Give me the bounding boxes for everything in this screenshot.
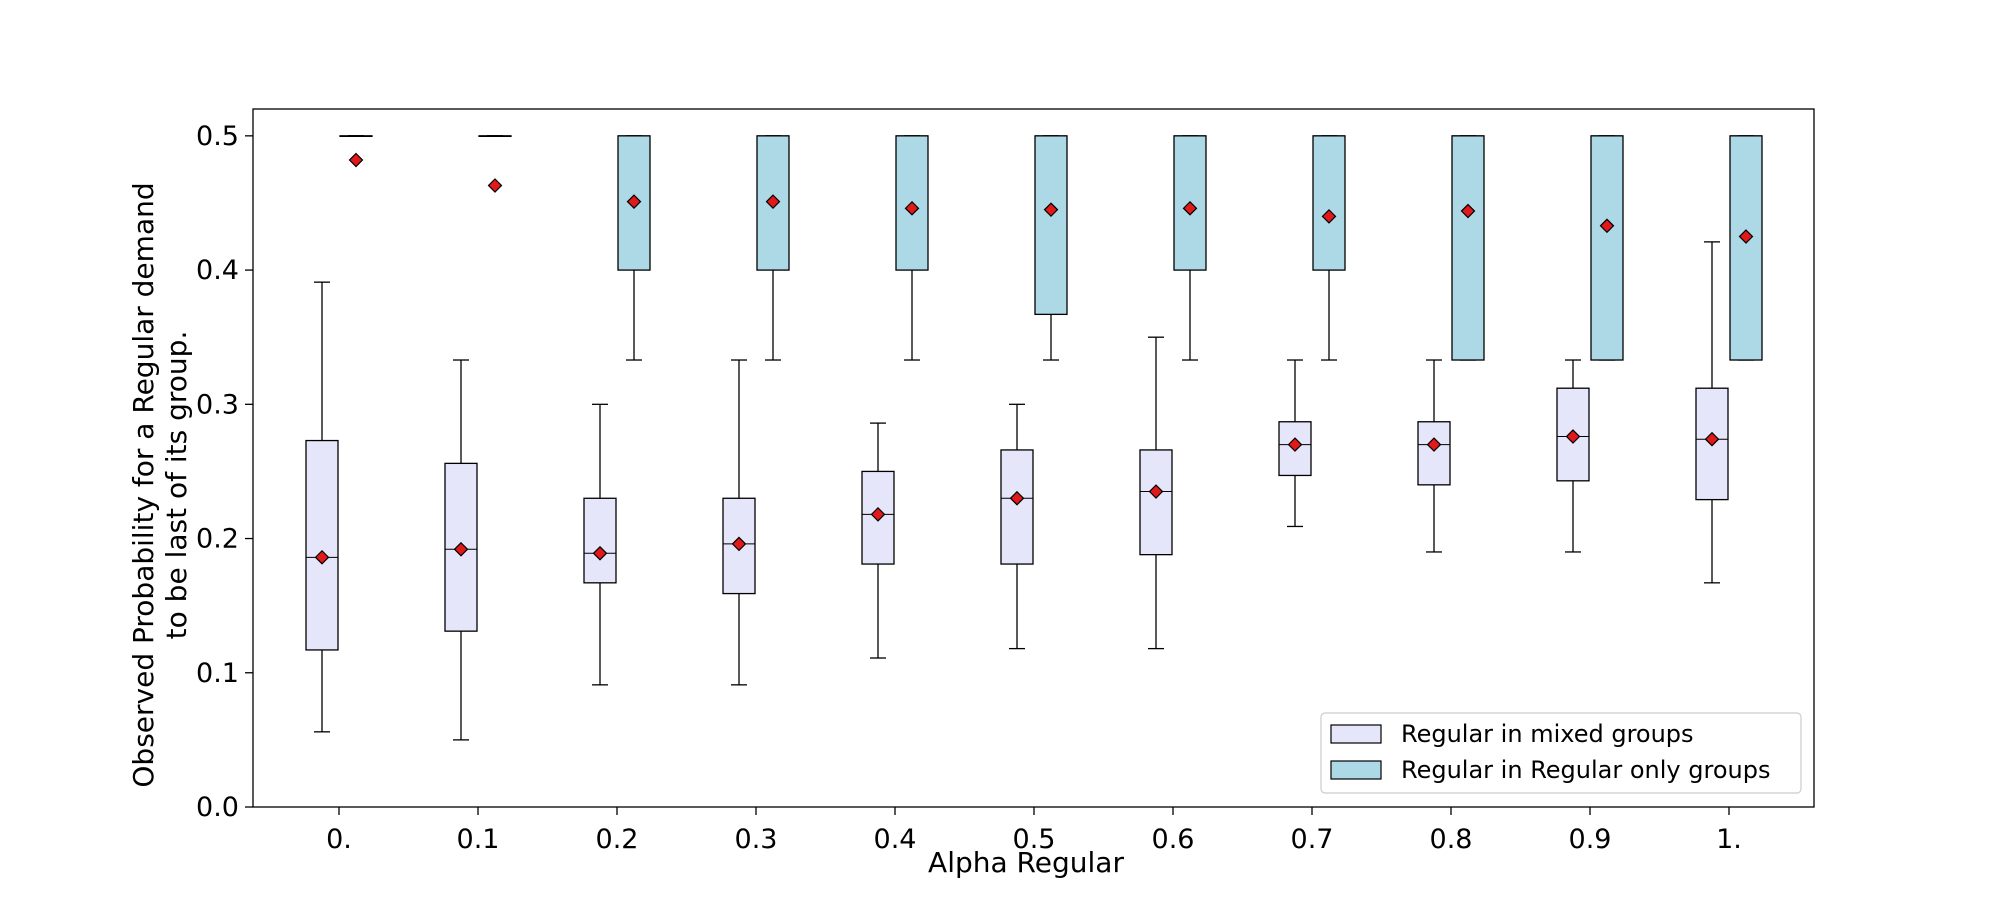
box: [1312, 135, 1346, 271]
x-tick-label: 0.9: [1569, 824, 1612, 855]
box-group-regular-only-6: [1173, 135, 1207, 361]
x-tick-label: 0.8: [1430, 824, 1473, 855]
box-group-regular-only-7: [1312, 135, 1346, 361]
box-group-regular-only-1: [478, 135, 512, 193]
box-group-mixed-3: [722, 359, 756, 686]
mean-marker: [1043, 202, 1059, 218]
y-tick-label: 0.2: [196, 524, 239, 555]
mean-marker: [1182, 200, 1198, 216]
box: [1000, 449, 1034, 565]
box: [305, 439, 339, 651]
box-group-mixed-8: [1417, 359, 1451, 553]
box: [583, 497, 617, 584]
legend: Regular in mixed groups Regular in Regul…: [1320, 712, 1802, 794]
mean-marker: [1738, 229, 1754, 244]
box-group-regular-only-8: [1451, 135, 1485, 361]
legend-swatch-regular-only: [1330, 760, 1382, 780]
y-axis-label-line-1: Observed Probability for a Regular deman…: [127, 182, 160, 787]
mean-marker: [1426, 437, 1442, 452]
x-tick-label: 0.1: [457, 824, 500, 855]
legend-label-regular-only: Regular in Regular only groups: [1401, 756, 1770, 784]
box: [1139, 449, 1173, 556]
x-tick-label: 0.2: [596, 824, 639, 855]
x-tick-label: 0.5: [1013, 824, 1056, 855]
legend-frame: [1320, 712, 1802, 794]
mean-marker: [487, 178, 503, 193]
box: [1034, 135, 1068, 316]
box-group-mixed-5: [1000, 403, 1034, 650]
mean-marker: [592, 545, 608, 561]
mean-marker: [1565, 429, 1581, 444]
x-tick-label: 0.: [326, 824, 352, 855]
box: [1590, 135, 1624, 361]
mean-marker: [904, 200, 920, 216]
box-group-regular-only-9: [1590, 135, 1624, 361]
box-group-mixed-7: [1278, 359, 1312, 528]
axes: 0.0 0.1 0.2 0.3 0.4 0.5 0. 0.1 0.2 0.3 0.4 0.5 0.6 0.…: [196, 108, 1815, 855]
y-tick-label: 0.4: [196, 255, 239, 286]
y-tick-label: 0.3: [196, 389, 239, 420]
box-group-regular-only-4: [895, 135, 929, 361]
mean-marker: [765, 194, 781, 209]
box-group-regular-only-10: [1729, 135, 1763, 361]
mean-marker: [731, 536, 747, 552]
mean-marker: [1148, 484, 1164, 499]
box-group-mixed-1: [444, 359, 478, 741]
legend-label-mixed: Regular in mixed groups: [1401, 720, 1694, 748]
box: [1451, 135, 1485, 361]
mean-marker: [1287, 437, 1303, 452]
y-tick-label: 0.0: [196, 792, 239, 823]
x-tick-label: 1.: [1716, 824, 1742, 855]
box-group-mixed-2: [583, 403, 617, 686]
mean-marker: [1599, 218, 1615, 234]
box-group-regular-only-2: [617, 135, 651, 361]
box-group-mixed-9: [1556, 359, 1590, 553]
box-group-mixed-10: [1695, 241, 1729, 584]
box-group-regular-only-0: [339, 135, 373, 168]
x-tick-label: 0.3: [735, 824, 778, 855]
plot-area: [305, 135, 1763, 741]
x-tick-label: 0.7: [1291, 824, 1334, 855]
mean-marker: [626, 194, 642, 209]
mean-marker: [348, 152, 364, 168]
legend-swatch-mixed: [1330, 724, 1382, 744]
box: [1417, 421, 1451, 486]
box: [1729, 135, 1763, 361]
mean-marker: [1009, 490, 1025, 506]
y-tick-label: 0.5: [196, 121, 239, 152]
x-tick-label: 0.6: [1152, 824, 1195, 855]
box-group-mixed-4: [861, 422, 895, 659]
mean-marker: [1704, 431, 1720, 447]
mean-marker: [314, 549, 330, 565]
mean-marker: [870, 507, 886, 522]
y-axis-label-line-2: to be last of its group.: [160, 331, 193, 640]
x-axis-label: Alpha Regular: [928, 846, 1124, 879]
mean-marker: [453, 541, 469, 557]
x-tick-label: 0.4: [874, 824, 917, 855]
y-tick-label: 0.1: [196, 658, 239, 689]
mean-marker: [1321, 209, 1337, 224]
box-group-regular-only-5: [1034, 135, 1068, 361]
box-group-regular-only-3: [756, 135, 790, 361]
mean-marker: [1460, 203, 1476, 219]
box-group-mixed-6: [1139, 336, 1173, 650]
box-group-mixed-0: [305, 281, 339, 733]
